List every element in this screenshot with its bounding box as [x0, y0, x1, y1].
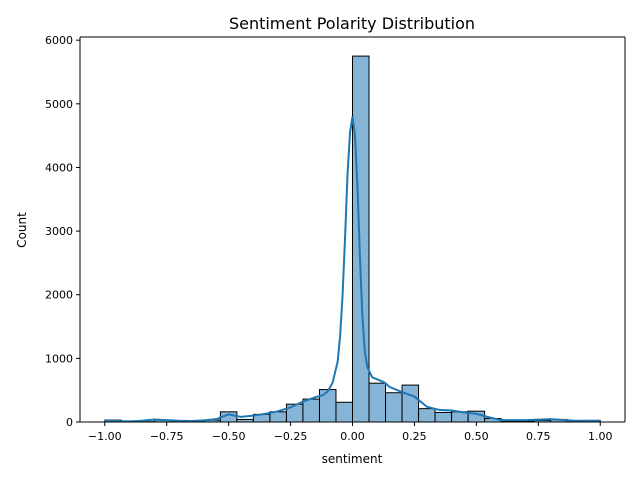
chart-title: Sentiment Polarity Distribution — [229, 14, 475, 33]
x-tick-label: 0.75 — [526, 430, 551, 443]
y-tick-label: 2000 — [45, 289, 73, 302]
y-tick-label: 5000 — [45, 98, 73, 111]
y-tick-label: 0 — [66, 416, 73, 429]
x-tick-label: 0.00 — [340, 430, 365, 443]
x-tick-label: −0.75 — [150, 430, 184, 443]
histogram-bar — [386, 393, 403, 422]
y-tick-label: 6000 — [45, 34, 73, 47]
x-tick-label: −1.00 — [88, 430, 122, 443]
y-axis-label: Count — [15, 212, 29, 248]
x-tick-label: 0.50 — [464, 430, 489, 443]
histogram-bar — [435, 412, 452, 422]
histogram-bar — [419, 409, 436, 422]
y-tick-label: 1000 — [45, 352, 73, 365]
x-tick-label: −0.25 — [274, 430, 308, 443]
x-tick-label: 0.25 — [402, 430, 427, 443]
histogram-bar — [336, 402, 353, 422]
y-tick-label: 3000 — [45, 225, 73, 238]
histogram-bar — [319, 390, 336, 422]
x-tick-label: 1.00 — [588, 430, 613, 443]
histogram-bar — [303, 399, 320, 422]
x-axis-label: sentiment — [322, 452, 383, 466]
histogram-bar — [369, 383, 386, 422]
y-tick-label: 4000 — [45, 161, 73, 174]
x-tick-label: −0.50 — [212, 430, 246, 443]
histogram-bar — [402, 385, 419, 422]
